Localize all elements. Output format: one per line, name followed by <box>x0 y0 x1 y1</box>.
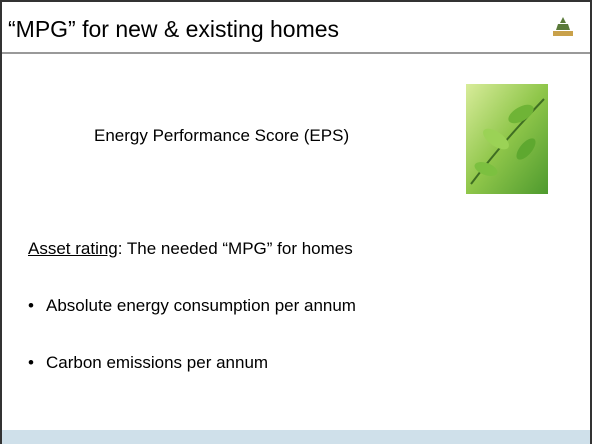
slide-title: “MPG” for new & existing homes <box>8 16 340 42</box>
bullet-item: • Absolute energy consumption per annum <box>28 296 356 316</box>
title-rule <box>2 52 590 54</box>
asset-rating: Asset rating: The needed “MPG” for homes <box>28 239 353 259</box>
subtitle: Energy Performance Score (EPS) <box>94 126 350 145</box>
footer-band <box>2 430 590 444</box>
bullet-text: Carbon emissions per annum <box>46 353 269 372</box>
bullet-item: • Carbon emissions per annum <box>28 353 268 373</box>
asset-rating-text: : The needed “MPG” for homes <box>117 239 353 258</box>
logo <box>553 17 573 36</box>
bullet-text: Absolute energy consumption per annum <box>46 296 356 315</box>
leaf-image <box>466 84 548 194</box>
asset-rating-label: Asset rating <box>28 239 118 258</box>
bullet-dot: • <box>28 296 34 315</box>
bullet-dot: • <box>28 353 34 372</box>
